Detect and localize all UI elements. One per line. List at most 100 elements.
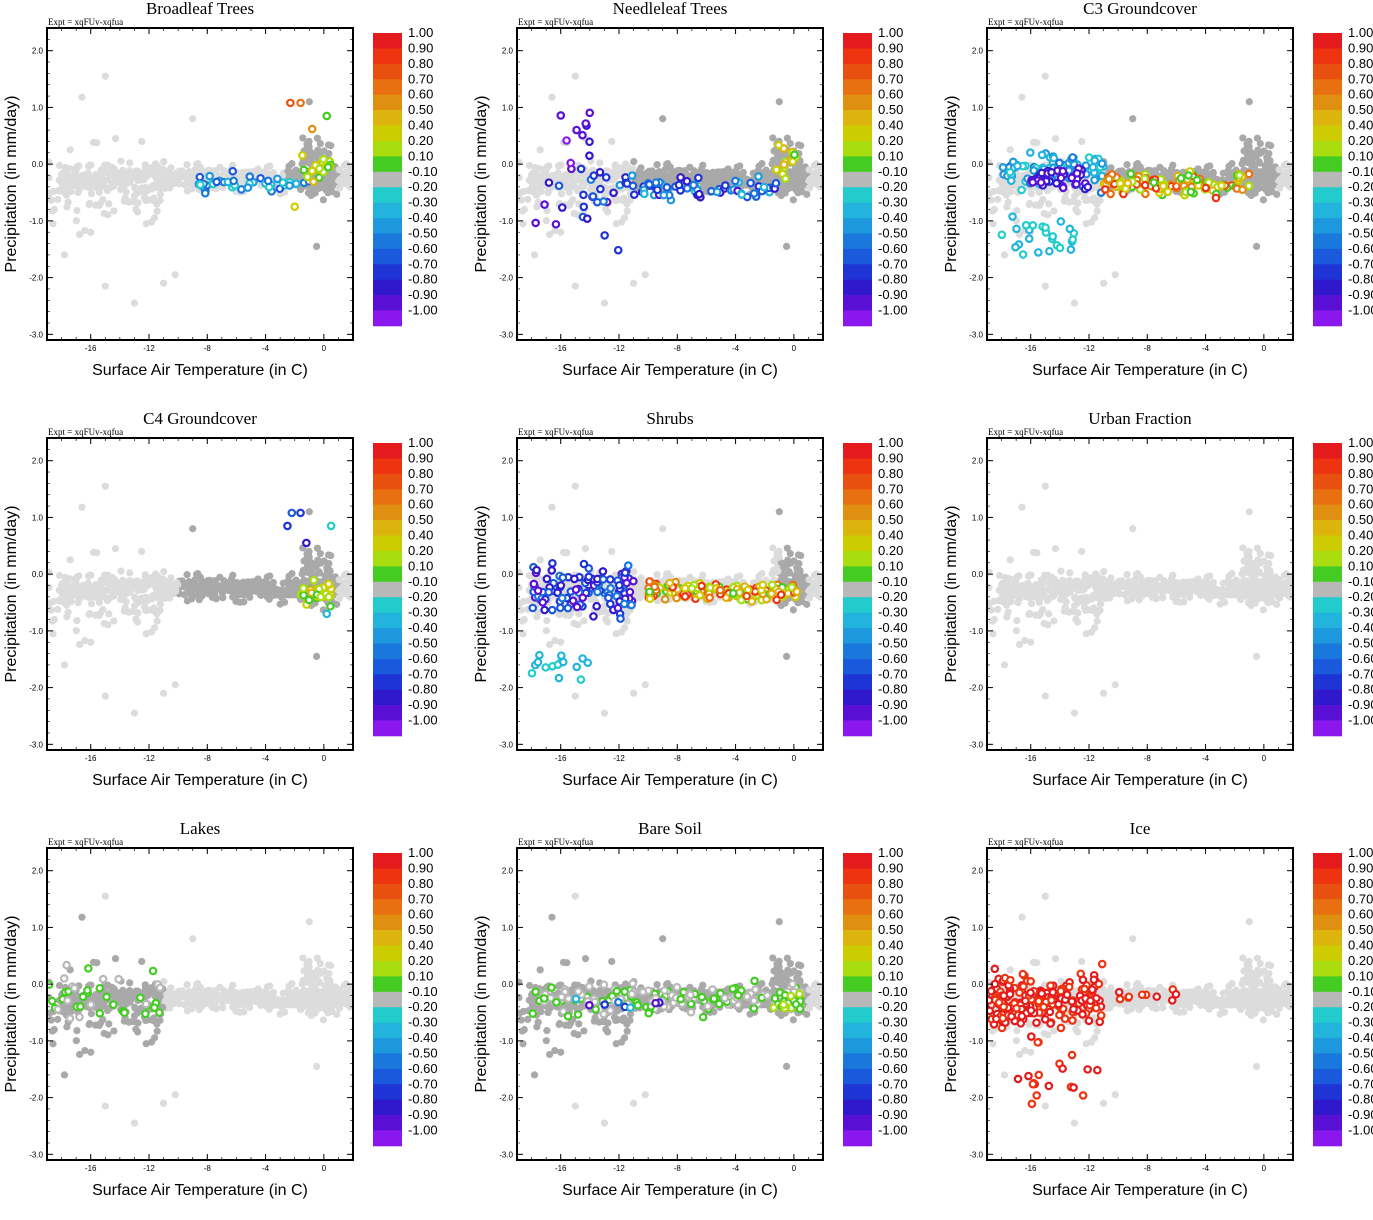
data-point-neutral (220, 579, 227, 586)
data-point-colored (287, 100, 293, 106)
colorbar-label: -0.70 (408, 666, 438, 681)
data-point-colored (1014, 163, 1020, 169)
data-point-colored (265, 178, 271, 184)
data-point-neutral (313, 653, 320, 660)
panel-title: C3 Groundcover (1083, 0, 1197, 18)
data-point-neutral (104, 162, 111, 169)
data-point-colored (1050, 233, 1056, 239)
data-point-neutral (121, 608, 128, 615)
data-point-neutral (239, 579, 246, 586)
y-tick-label: -1.0 (29, 217, 43, 226)
colorbar-swatch (373, 536, 402, 552)
data-point-neutral (524, 196, 531, 203)
data-point-neutral (526, 177, 533, 184)
data-point-colored (326, 594, 332, 600)
data-point-colored (664, 184, 670, 190)
panel-title: Needleleaf Trees (613, 0, 728, 18)
data-point-neutral (204, 577, 211, 584)
data-point-colored (791, 152, 797, 158)
data-point-colored (549, 607, 555, 613)
data-point-colored (197, 174, 203, 180)
colorbar-label: -0.30 (1348, 195, 1373, 210)
panel-title: Broadleaf Trees (146, 0, 254, 18)
colorbar-label: -0.80 (408, 682, 438, 697)
data-point-neutral (558, 190, 565, 197)
data-point-neutral (518, 606, 525, 613)
data-point-neutral (189, 525, 196, 532)
colorbar-label: 0.70 (408, 71, 433, 86)
data-point-neutral (521, 616, 528, 623)
data-point-neutral (132, 170, 139, 177)
colorbar-label: 0.40 (408, 118, 433, 133)
panel-title: C4 Groundcover (143, 409, 257, 428)
colorbar-swatch (373, 156, 402, 172)
data-point-neutral (143, 630, 150, 637)
data-point-colored (1178, 175, 1184, 181)
data-point-neutral (150, 197, 157, 204)
data-point-neutral (98, 183, 105, 190)
y-tick-label: -1.0 (29, 627, 43, 636)
colorbar-swatch (843, 64, 872, 80)
colorbar-label: -0.40 (408, 210, 438, 225)
data-point-neutral (1025, 201, 1032, 208)
colorbar-label: -0.20 (408, 589, 438, 604)
colorbar-swatch (843, 218, 872, 234)
data-point-colored (630, 183, 636, 189)
data-point-colored (1128, 171, 1134, 177)
colorbar-swatch (373, 203, 402, 219)
data-point-neutral (806, 576, 813, 583)
colorbar-swatch (373, 187, 402, 203)
data-point-neutral (90, 139, 97, 146)
data-point-colored (1030, 179, 1036, 185)
data-point-neutral (543, 617, 550, 624)
colorbar-label: 0.40 (1348, 118, 1373, 133)
data-point-neutral (572, 693, 579, 700)
data-point-colored (1236, 172, 1242, 178)
colorbar-swatch (1313, 187, 1342, 203)
data-point-neutral (84, 170, 91, 177)
y-tick-label: 1.0 (32, 513, 44, 522)
colorbar-label: 1.00 (408, 25, 433, 40)
x-axis-label: Surface Air Temperature (in C) (1032, 362, 1248, 379)
colorbar-label: 0.80 (1348, 56, 1373, 71)
data-point-colored (1008, 178, 1014, 184)
data-point-neutral (533, 203, 540, 210)
data-point-neutral (602, 206, 609, 213)
colorbar-label: -0.80 (878, 272, 908, 287)
data-point-neutral (812, 579, 819, 586)
data-point-neutral (637, 574, 644, 581)
data-point-neutral (160, 280, 167, 287)
colorbar-swatch (1313, 110, 1342, 126)
data-point-neutral (104, 211, 111, 218)
colorbar-label: -0.80 (408, 272, 438, 287)
data-point-neutral (1091, 214, 1098, 221)
colorbar-label: 0.50 (408, 512, 433, 527)
data-point-colored (600, 198, 606, 204)
colorbar-label: 0.60 (408, 87, 433, 102)
colorbar-label: 0.70 (1348, 71, 1373, 86)
data-point-neutral (67, 556, 74, 563)
data-point-colored (654, 187, 660, 193)
colorbar-swatch (843, 311, 872, 327)
colorbar-label: -0.80 (1348, 272, 1373, 287)
data-point-colored (206, 173, 212, 179)
colorbar-label: 0.90 (1348, 40, 1373, 55)
data-point-neutral (155, 166, 162, 173)
data-point-neutral (991, 206, 998, 213)
data-point-neutral (613, 220, 620, 227)
colorbar-label: -0.20 (1348, 179, 1373, 194)
data-point-colored (1142, 182, 1148, 188)
data-point-neutral (167, 164, 174, 171)
data-point-neutral (327, 552, 334, 559)
x-tick-label: 0 (1262, 344, 1267, 353)
data-point-neutral (56, 587, 63, 594)
y-axis-label: Precipitation (in mm/day) (943, 96, 960, 273)
data-point-neutral (543, 627, 550, 634)
data-point-neutral (1042, 73, 1049, 80)
data-point-colored (530, 605, 536, 611)
data-point-neutral (193, 571, 200, 578)
data-point-neutral (138, 138, 145, 145)
data-point-colored (328, 523, 334, 529)
